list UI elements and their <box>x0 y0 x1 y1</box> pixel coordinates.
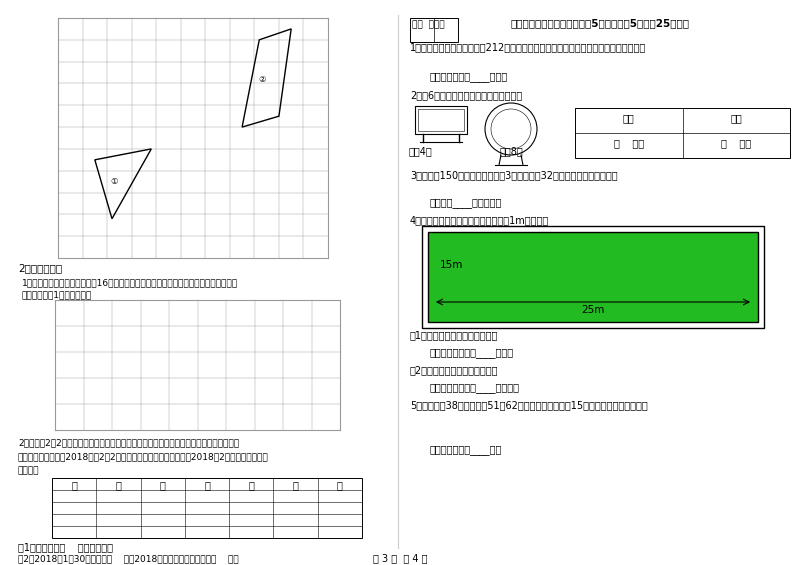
Bar <box>418 109 464 131</box>
Text: 2．有6位客人用餐，可以怎样安排桌子？: 2．有6位客人用餐，可以怎样安排桌子？ <box>410 90 522 100</box>
Text: 日: 日 <box>71 480 77 490</box>
Text: ②: ② <box>258 75 266 84</box>
Text: （    ）张: （ ）张 <box>614 138 644 148</box>
Bar <box>52 478 362 538</box>
Bar <box>428 232 758 322</box>
Text: 三: 三 <box>204 480 210 490</box>
Text: 第 3 页  共 4 页: 第 3 页 共 4 页 <box>373 553 427 563</box>
Bar <box>575 108 790 158</box>
Text: 四: 四 <box>248 480 254 490</box>
Text: （1）花坛的面积是多少平方米？: （1）花坛的面积是多少平方米？ <box>410 330 498 340</box>
Text: （2）小路的面积是多少平方米？: （2）小路的面积是多少平方米？ <box>410 365 498 375</box>
Bar <box>410 18 458 42</box>
Text: ①: ① <box>110 177 118 186</box>
Text: 然资源和生态环境。2018年的2月2日是星期五，请你根据信息制作2018年2月份的月历，并回: 然资源和生态环境。2018年的2月2日是星期五，请你根据信息制作2018年2月份… <box>18 452 269 461</box>
Text: 1．在下面方格纸上画出面积是16平方厘米的长方形和正方形，标出相应的长、宽或边长: 1．在下面方格纸上画出面积是16平方厘米的长方形和正方形，标出相应的长、宽或边长 <box>22 278 238 287</box>
Text: 答：还剑____页没有看。: 答：还剑____页没有看。 <box>430 198 502 208</box>
Text: （    ）张: （ ）张 <box>721 138 751 148</box>
Text: 1．用一根铁丝做一个边长为212厘米的正方形框架，正好用完。这根铁丝长多少厘米？: 1．用一根铁丝做一个边长为212厘米的正方形框架，正好用完。这根铁丝长多少厘米？ <box>410 42 646 52</box>
Text: 六: 六 <box>337 480 342 490</box>
Text: （2）2018年1月30日是星期（    ），2018年的三八妇女节是星期（    ）。: （2）2018年1月30日是星期（ ），2018年的三八妇女节是星期（ ）。 <box>18 554 238 563</box>
Text: 25m: 25m <box>582 305 605 315</box>
Text: 答问题。: 答问题。 <box>18 466 39 475</box>
Text: 圆桌: 圆桌 <box>623 113 634 123</box>
Text: 3．一本书150页，冬冬已经看了3天，每天看32页，还剩多少页没有看？: 3．一本书150页，冬冬已经看了3天，每天看32页，还剩多少页没有看？ <box>410 170 618 180</box>
Text: 一: 一 <box>115 480 122 490</box>
Text: 五: 五 <box>293 480 298 490</box>
Text: 每桌8人: 每桌8人 <box>499 146 523 156</box>
Text: 答：花坛的面积是____平方米: 答：花坛的面积是____平方米 <box>430 348 514 358</box>
Text: 方桌: 方桌 <box>730 113 742 123</box>
Text: 15m: 15m <box>440 260 463 270</box>
Text: 答：小路的面积是____平方米。: 答：小路的面积是____平方米。 <box>430 383 520 393</box>
Text: 六、活用知识，解决问题（共5小题，每题5分，內25分）。: 六、活用知识，解决问题（共5小题，每题5分，內25分）。 <box>510 18 690 28</box>
Text: 答：一共需要花____元。: 答：一共需要花____元。 <box>430 445 502 455</box>
Text: （1）这个月有（    ）个星期六。: （1）这个月有（ ）个星期六。 <box>18 542 113 552</box>
Text: 二: 二 <box>160 480 166 490</box>
Text: 5．一个排瑤38元，一个篹51兢62元，如果每种都各争15个，一共需要花多少錢？: 5．一个排瑤38元，一个篹51兢62元，如果每种都各争15个，一共需要花多少錢？ <box>410 400 648 410</box>
Text: 得分  评卷人: 得分 评卷人 <box>412 20 445 29</box>
Bar <box>415 106 467 134</box>
Text: 每桌4人: 每桌4人 <box>408 146 432 156</box>
Text: 2．动手操作。: 2．动手操作。 <box>18 263 62 273</box>
Text: 4．在一块长方形的花坛四周，铺上到1m的小路。: 4．在一块长方形的花坛四周，铺上到1m的小路。 <box>410 215 550 225</box>
Bar <box>422 226 764 328</box>
Text: （每一小格为1平方厘米）。: （每一小格为1平方厘米）。 <box>22 290 92 299</box>
Text: 2．每年的2月2日是世界湿地日。在这一天，世界各国都举行不同形式的活动来宣传保护自: 2．每年的2月2日是世界湿地日。在这一天，世界各国都举行不同形式的活动来宣传保护… <box>18 438 239 447</box>
Text: 答：这根铁丝长____厘米。: 答：这根铁丝长____厘米。 <box>430 72 508 82</box>
